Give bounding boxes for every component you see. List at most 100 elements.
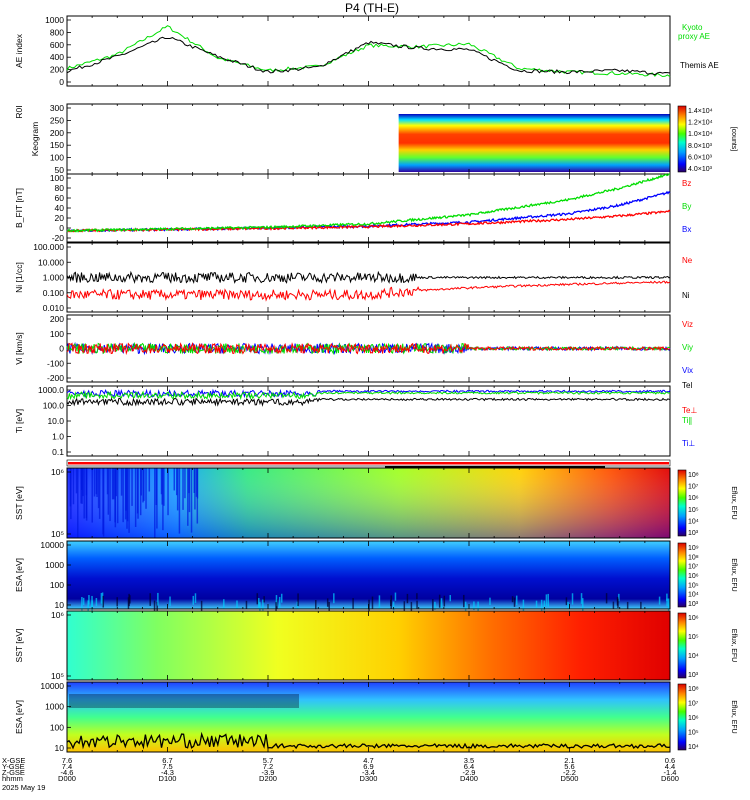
sst_e-colorbar [677, 469, 687, 537]
plot-title: P4 (TH-E) [345, 1, 399, 15]
sst_e-spectrogram-stripe [106, 468, 109, 495]
esa_i-colorbar-label: Eflux, EFU [730, 700, 737, 733]
sst_e-spectrogram-stripe [178, 468, 181, 534]
t-y-tick-label: 100.0 [43, 401, 65, 411]
esa_e-spectrogram-stripe [515, 595, 518, 606]
t-series-line [66, 390, 671, 401]
time-axis-tick-label: D200 [259, 774, 277, 783]
esa_e-spectrogram-stripe [513, 597, 516, 607]
sst_i-colorbar-label: Eflux, EFU [730, 629, 737, 662]
time-axis-tick-label: D300 [360, 774, 378, 783]
sst_e-spectrogram-stripe [142, 468, 144, 503]
esa_e-spectrogram-stripe [449, 595, 451, 602]
esa_e-spectrogram-stripe [82, 597, 85, 606]
esa_e-y-tick-label: 1000 [45, 560, 64, 570]
time-axis-tick-label: 0.6 [665, 756, 675, 765]
keogram-colorbar [677, 105, 687, 173]
time-axis-tick-label: D600 [661, 774, 679, 783]
time-axis-row-label: Y-GSE [2, 762, 25, 771]
sst_e-spectrogram-stripe [167, 468, 169, 516]
esa_e-spectrogram-stripe [434, 601, 436, 610]
esa_e-spectrogram-stripe [540, 599, 543, 611]
time-axis-tick-label: 2.1 [564, 756, 574, 765]
sst_e-spectrogram-stripe [196, 468, 199, 499]
t-series-line [66, 397, 671, 407]
esa_i-colorbar-tick: 10⁵ [688, 730, 699, 737]
time-axis-row-label: X-GSE [2, 756, 25, 765]
sst_e-spectrogram-stripe [155, 468, 158, 505]
esa_e-spectrogram-stripe [580, 593, 583, 604]
esa_e-spectrogram [67, 541, 670, 609]
ae-series-line [66, 36, 671, 76]
esa_e-colorbar [677, 542, 687, 608]
esa_e-colorbar-tick: 10⁵ [688, 582, 699, 589]
t-y-label: Ti [eV] [14, 409, 24, 433]
sst_e-spectrogram-stripe [184, 468, 186, 499]
esa_i-spectrogram [67, 682, 670, 752]
b-y-tick-label: 100 [50, 173, 64, 183]
esa_e-colorbar-tick: 10⁷ [688, 564, 699, 571]
time-axis-tick-label: 7.4 [62, 762, 72, 771]
time-axis-tick-label: 7.2 [263, 762, 273, 771]
sst_e-spectrogram-stripe [93, 468, 96, 497]
time-axis-date: 2025 May 19 [2, 783, 45, 792]
esa_i-colorbar-tick: 10⁸ [688, 686, 699, 693]
esa_i-y-tick-label: 10 [55, 743, 65, 753]
sst_e-spectrogram-stripe [77, 468, 79, 538]
esa_e-spectrogram-stripe [192, 595, 195, 605]
esa_i-colorbar [677, 683, 687, 751]
sst_e-spectrogram-stripe [195, 468, 198, 497]
sst_e-spectrogram-stripe [120, 468, 123, 496]
esa_e-spectrogram-stripe [612, 601, 615, 609]
n-series-line [66, 280, 671, 302]
esa_e-colorbar-label: Eflux, EFU [730, 558, 737, 591]
sst_e-spectrogram-stripe [154, 468, 156, 538]
v-legend-label: Viy [682, 343, 693, 352]
esa_e-spectrogram-stripe [297, 593, 299, 607]
esa_e-spectrogram-stripe [169, 596, 171, 606]
esa_e-spectrogram-stripe [477, 601, 479, 613]
time-axis-tick-label: 5.6 [564, 762, 574, 771]
esa_e-spectrogram-stripe [618, 593, 620, 602]
esa_e-spectrogram-stripe [543, 600, 546, 611]
keogram-colorbar-tick: 1.0×10⁴ [688, 131, 713, 138]
esa_e-spectrogram-stripe [406, 593, 409, 604]
sst_e-spectrogram-stripe [102, 468, 105, 537]
time-axis-tick-label: -2.2 [563, 768, 576, 777]
v-y-tick-label: -100 [47, 358, 64, 368]
esa_e-spectrogram-stripe [352, 598, 354, 610]
time-axis-tick-label: 4.7 [363, 756, 373, 765]
esa_e-spectrogram-stripe [315, 600, 317, 610]
b-series-line [66, 209, 671, 233]
esa_e-spectrogram-stripe [658, 596, 661, 605]
b-series-line [66, 173, 670, 233]
esa_e-spectrogram-stripe [392, 601, 395, 611]
sst_e-spectrogram-stripe [82, 468, 84, 497]
esa_e-spectrogram-stripe [256, 593, 259, 605]
sst_e-spectrogram-stripe [91, 468, 93, 523]
b-legend-label: Bz [682, 179, 691, 188]
v-y-tick-label: 0 [59, 344, 64, 354]
esa_e-spectrogram-stripe [489, 597, 491, 606]
b-y-tick-label: 60 [55, 193, 65, 203]
esa_e-spectrogram-stripe [333, 593, 335, 604]
esa_e-spectrogram-stripe [245, 600, 248, 610]
esa_e-spectrogram-stripe [617, 598, 619, 609]
sst_e-spectrogram-stripe [111, 468, 114, 500]
sst_e-y-tick-label: 10⁵ [51, 529, 64, 539]
esa_e-spectrogram-stripe [432, 599, 434, 612]
status-bar-fill [68, 462, 669, 465]
ae-y-tick-label: 400 [50, 52, 64, 62]
esa_e-spectrogram-stripe [438, 594, 441, 608]
time-axis-tick-label: -2.9 [463, 768, 476, 777]
keogram-y-tick-label: 300 [50, 103, 64, 113]
ae-panel-frame [66, 15, 671, 87]
esa_e-spectrogram-stripe [565, 597, 568, 606]
sst_i-spectrogram [67, 611, 670, 680]
esa_e-spectrogram-stripe [280, 593, 283, 603]
keogram-colorbar-tick: 8.0×10³ [688, 143, 713, 150]
n-legend-label: Ne [682, 256, 693, 265]
time-axis-tick-label: 6.7 [162, 756, 172, 765]
esa_e-spectrogram-stripe [605, 593, 608, 604]
t-y-tick-label: 10.0 [47, 416, 64, 426]
